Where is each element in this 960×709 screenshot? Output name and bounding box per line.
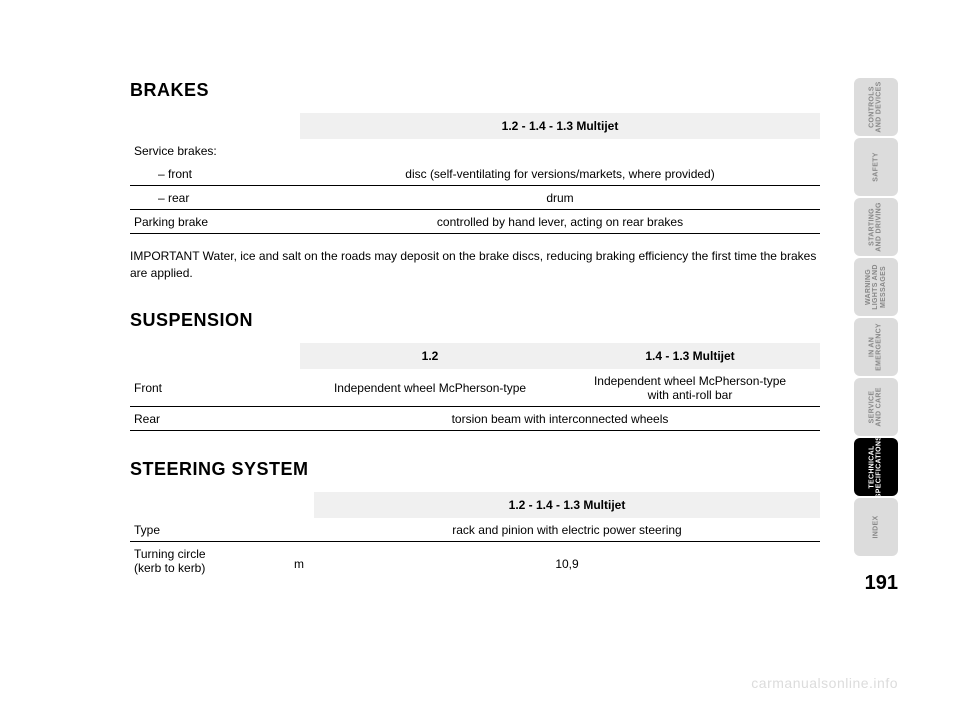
tab-label: IN ANEMERGENCY [869,323,884,371]
side-tabs: CONTROLSAND DEVICES SAFETY STARTINGAND D… [854,78,898,558]
tab-starting-driving[interactable]: STARTINGAND DRIVING [854,198,898,256]
tab-label: WARNINGLIGHTS ANDMESSAGES [865,264,887,310]
tab-label: STARTINGAND DRIVING [869,202,884,252]
tab-label: SERVICEAND CARE [869,387,884,426]
steering-type-label: Type [130,518,314,542]
suspension-rear-value: torsion beam with interconnected wheels [300,406,820,430]
tab-index[interactable]: INDEX [854,498,898,556]
tab-safety[interactable]: SAFETY [854,138,898,196]
brakes-header-variant: 1.2 - 1.4 - 1.3 Multijet [300,113,820,139]
brakes-header-blank [130,113,300,139]
tab-technical-specs[interactable]: TECHNICALSPECIFICATIONS [854,438,898,496]
brakes-front-value: disc (self-ventilating for versions/mark… [300,162,820,186]
tab-label: SAFETY [872,152,879,181]
tab-emergency[interactable]: IN ANEMERGENCY [854,318,898,376]
steering-type-value: rack and pinion with electric power stee… [314,518,820,542]
suspension-header-b: 1.4 - 1.3 Multijet [560,343,820,369]
steering-title: STEERING SYSTEM [130,459,820,480]
page-number: 191 [865,572,898,595]
suspension-front-b: Independent wheel McPherson-type with an… [560,369,820,407]
service-brakes-label: Service brakes: [130,139,300,162]
suspension-front-b-line1: Independent wheel McPherson-type [594,374,786,388]
suspension-front-b-line2: with anti-roll bar [648,388,733,402]
suspension-table: 1.2 1.4 - 1.3 Multijet Front Independent… [130,343,820,431]
steering-header-variant: 1.2 - 1.4 - 1.3 Multijet [314,492,820,518]
tab-warning-lights[interactable]: WARNINGLIGHTS ANDMESSAGES [854,258,898,316]
steering-turning-line1: Turning circle [134,547,206,561]
suspension-front-label: Front [130,369,300,407]
steering-turning-line2: (kerb to kerb) [134,561,205,575]
tab-label: INDEX [872,516,879,539]
suspension-title: SUSPENSION [130,310,820,331]
brakes-rear-value: drum [300,186,820,210]
page: BRAKES 1.2 - 1.4 - 1.3 Multijet Service … [0,0,960,709]
steering-turning-label: Turning circle (kerb to kerb) [130,541,270,575]
brakes-table: 1.2 - 1.4 - 1.3 Multijet Service brakes:… [130,113,820,234]
tab-label: TECHNICALSPECIFICATIONS [869,436,884,498]
suspension-header-a: 1.2 [300,343,560,369]
brakes-title: BRAKES [130,80,820,101]
content-area: BRAKES 1.2 - 1.4 - 1.3 Multijet Service … [130,80,820,575]
parking-brake-label: Parking brake [130,210,300,234]
suspension-rear-label: Rear [130,406,300,430]
suspension-header-blank [130,343,300,369]
steering-table: 1.2 - 1.4 - 1.3 Multijet Type rack and p… [130,492,820,575]
tab-service-care[interactable]: SERVICEAND CARE [854,378,898,436]
steering-header-blank [130,492,314,518]
brakes-rear-label: – rear [130,186,300,210]
tab-label: CONTROLSAND DEVICES [869,81,884,132]
parking-brake-value: controlled by hand lever, acting on rear… [300,210,820,234]
watermark: carmanualsonline.info [751,675,898,691]
steering-turning-unit: m [270,541,314,575]
suspension-front-a: Independent wheel McPherson-type [300,369,560,407]
tab-controls-devices[interactable]: CONTROLSAND DEVICES [854,78,898,136]
brakes-front-label: – front [130,162,300,186]
service-brakes-empty [300,139,820,162]
brakes-note: IMPORTANT Water, ice and salt on the roa… [130,248,820,282]
steering-turning-value: 10,9 [314,541,820,575]
